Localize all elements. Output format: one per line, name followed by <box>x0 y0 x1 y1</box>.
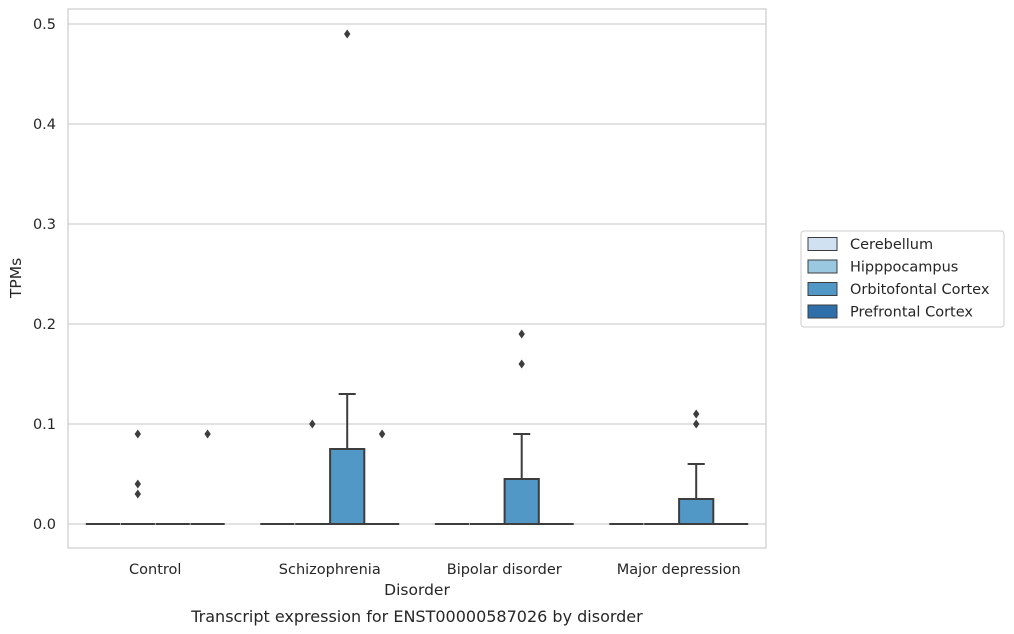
outlier-point <box>134 489 141 499</box>
y-tick-label: 0.5 <box>33 17 56 33</box>
y-tick-label: 0.3 <box>33 217 56 233</box>
box-iqr <box>329 448 366 525</box>
outlier-point <box>344 29 351 39</box>
box-orbitofontal-cortex <box>329 29 366 525</box>
outlier-point <box>134 429 141 439</box>
legend-frame <box>800 230 1005 328</box>
outlier-point <box>204 429 211 439</box>
box-iqr <box>503 478 540 525</box>
outlier-point <box>134 479 141 489</box>
legend-swatch <box>807 304 838 319</box>
chart-caption: Transcript expression for ENST0000058702… <box>190 607 643 626</box>
y-tick-labels: 0.0 0.1 0.2 0.3 0.4 0.5 <box>33 17 56 533</box>
x-axis-title: Disorder <box>384 581 450 599</box>
y-tick-label: 0.0 <box>33 517 56 533</box>
box-orbitofontal-cortex <box>678 409 715 525</box>
legend-label: Orbitofontal Cortex <box>850 282 990 298</box>
box-orbitofontal-cortex <box>503 329 540 525</box>
box-series <box>85 29 749 525</box>
box-hipppocampus <box>295 419 330 525</box>
outlier-point <box>693 419 700 429</box>
legend-swatch <box>807 282 838 296</box>
x-tick-label: Control <box>129 562 181 578</box>
outlier-point <box>378 429 386 439</box>
x-tick-label: Bipolar disorder <box>447 562 562 578</box>
box-iqr <box>678 498 715 525</box>
x-tick-label: Schizophrenia <box>279 562 381 578</box>
outlier-point <box>693 409 700 419</box>
outlier-point <box>518 359 525 369</box>
box-hipppocampus <box>120 429 155 525</box>
legend-label: Cerebellum <box>850 237 933 253</box>
outlier-point <box>518 329 525 339</box>
plot-area <box>68 9 766 548</box>
legend-label: Prefrontal Cortex <box>850 305 973 321</box>
x-tick-labels: Control Schizophrenia Bipolar disorder Majo… <box>129 562 741 578</box>
y-tick-label: 0.1 <box>33 417 56 433</box>
legend-label: Hipppocampus <box>850 260 958 276</box>
outlier-point <box>309 419 316 429</box>
plot-frame <box>67 8 767 549</box>
legend-swatch <box>807 237 838 251</box>
legend-swatch <box>807 259 838 274</box>
y-tick-label: 0.2 <box>33 317 56 333</box>
legend: Cerebellum Hipppocampus Orbitofontal Corte… <box>800 230 1005 328</box>
x-tick-label: Major depression <box>617 562 741 578</box>
box-prefrontal-cortex <box>364 429 400 525</box>
y-axis-title: TPMs <box>7 258 25 299</box>
y-tick-label: 0.4 <box>33 117 56 133</box>
box-prefrontal-cortex <box>190 429 225 525</box>
